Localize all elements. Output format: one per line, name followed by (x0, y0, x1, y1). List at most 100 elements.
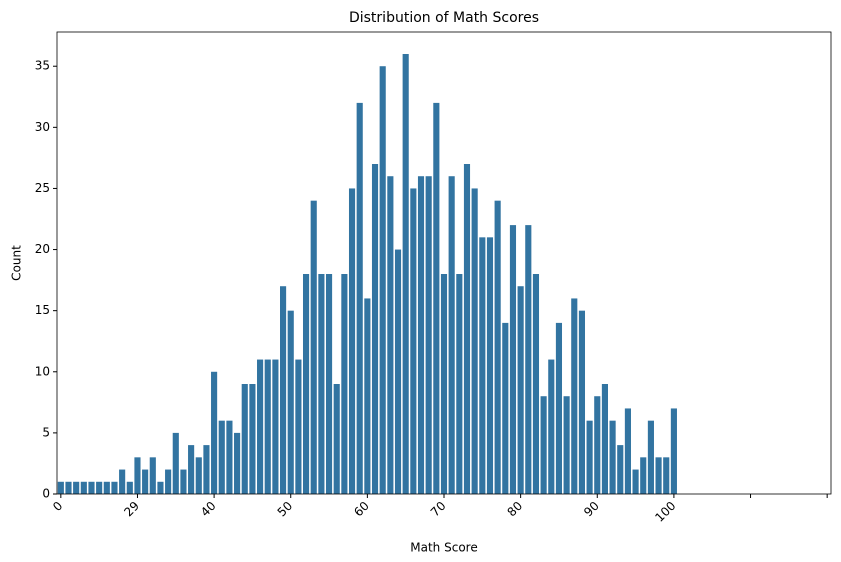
bar (80, 481, 87, 494)
bar (203, 445, 210, 494)
x-tick-label: 60 (351, 499, 372, 520)
bar (280, 286, 287, 494)
bar (142, 469, 149, 494)
y-tick-label: 30 (35, 120, 50, 134)
bar (540, 396, 547, 494)
bar (640, 457, 647, 494)
bar (249, 384, 256, 494)
bar (502, 322, 509, 494)
plot-frame (56, 31, 832, 495)
bar (318, 274, 325, 494)
bar (371, 164, 379, 494)
bar (601, 384, 608, 494)
x-tick-label: 40 (198, 499, 219, 520)
bar (402, 54, 409, 494)
bar (211, 371, 218, 494)
bar (134, 457, 141, 494)
bar (295, 359, 302, 494)
bar (188, 445, 195, 494)
bar (609, 420, 616, 494)
bar (647, 420, 654, 494)
bar (617, 445, 624, 494)
bar (119, 469, 126, 494)
y-tick-label: 35 (35, 59, 50, 73)
bar (663, 457, 670, 494)
bar (632, 469, 639, 494)
bar (594, 396, 601, 494)
bar (356, 102, 363, 494)
x-tick-label: 29 (121, 499, 142, 520)
bar (103, 481, 110, 494)
y-axis-label: Count (10, 245, 24, 281)
x-tick-label: 0 (50, 499, 65, 514)
bar (264, 359, 271, 494)
bar (394, 249, 402, 494)
bar (287, 310, 294, 494)
bar (456, 274, 463, 494)
bar (172, 432, 179, 494)
bar (563, 396, 570, 494)
bar (417, 176, 425, 494)
bar (272, 359, 279, 494)
bar (525, 225, 532, 494)
x-tick-label: 50 (275, 499, 296, 520)
y-tick-label: 20 (35, 242, 50, 256)
bar (149, 457, 156, 494)
bar (341, 274, 348, 494)
x-tick-label: 70 (428, 499, 449, 520)
bar (555, 322, 563, 494)
x-axis-label: Math Score (410, 541, 477, 555)
bar (218, 420, 225, 494)
bar (165, 469, 172, 494)
y-tick-label: 10 (35, 364, 50, 378)
bar (624, 408, 631, 494)
bar (302, 274, 310, 494)
bar (65, 481, 72, 494)
bar (73, 481, 80, 494)
bar (517, 286, 524, 494)
bar (670, 408, 677, 494)
bar (448, 176, 455, 494)
bar (257, 359, 264, 494)
bar (471, 188, 478, 494)
bar (195, 457, 202, 494)
bar (571, 298, 578, 494)
bar (655, 457, 662, 494)
chart-title: Distribution of Math Scores (349, 10, 539, 26)
bar (463, 164, 471, 494)
y-tick-label: 0 (42, 487, 50, 501)
bar (348, 188, 356, 494)
bar (425, 176, 432, 494)
y-tick-label: 15 (35, 303, 50, 317)
bar (364, 298, 371, 494)
bar (226, 420, 233, 494)
bar (387, 176, 394, 494)
bar (433, 102, 440, 494)
bar (96, 481, 103, 494)
x-tick-label: 100 (652, 499, 678, 525)
x-tick-label: 90 (581, 499, 602, 520)
bar (333, 384, 340, 494)
bar (379, 66, 386, 494)
bar (157, 481, 164, 494)
bar (111, 481, 118, 494)
bar (486, 237, 494, 495)
bar (180, 469, 187, 494)
y-tick-label: 25 (35, 181, 50, 195)
bar (532, 274, 540, 494)
bar (586, 420, 593, 494)
y-tick-label: 5 (42, 425, 50, 439)
bar (241, 384, 248, 494)
bar (494, 200, 501, 494)
bar (578, 310, 586, 494)
bar (310, 200, 317, 494)
bar (410, 188, 417, 494)
bar (440, 274, 448, 494)
bar (234, 432, 241, 494)
bar (509, 225, 517, 494)
bar (325, 274, 333, 494)
bar (126, 481, 133, 494)
bar (479, 237, 486, 495)
x-tick-label: 80 (505, 499, 526, 520)
